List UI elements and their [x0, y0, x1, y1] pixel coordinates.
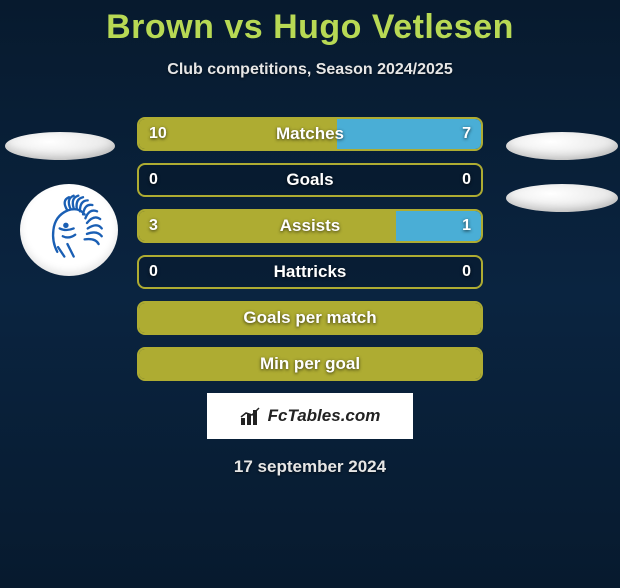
team-oval-top-left — [5, 132, 115, 160]
bar-label: Min per goal — [260, 354, 360, 374]
bar-row: Goals per match — [137, 301, 483, 335]
bar-value-right: 1 — [462, 217, 471, 235]
bar-fill-left — [139, 211, 396, 241]
team-oval-top-right — [506, 132, 618, 160]
bar-value-left: 3 — [149, 217, 158, 235]
bar-fill-right — [337, 119, 481, 149]
bar-label: Assists — [280, 216, 340, 236]
page-title: Brown vs Hugo Vetlesen — [0, 8, 620, 47]
team-oval-bottom-right — [506, 184, 618, 212]
bar-value-left: 0 — [149, 171, 158, 189]
indian-head-icon — [30, 191, 108, 269]
bar-value-left: 10 — [149, 125, 167, 143]
brand-text: FcTables.com — [268, 406, 381, 426]
bar-label: Goals — [286, 170, 333, 190]
team-logo-left — [20, 184, 118, 276]
bar-row: Matches 10 7 — [137, 117, 483, 151]
bar-row: Hattricks 0 0 — [137, 255, 483, 289]
bar-row: Goals 0 0 — [137, 163, 483, 197]
bar-value-left: 0 — [149, 263, 158, 281]
subtitle: Club competitions, Season 2024/2025 — [0, 61, 620, 79]
bar-value-right: 7 — [462, 125, 471, 143]
bar-row: Assists 3 1 — [137, 209, 483, 243]
date-text: 17 september 2024 — [0, 457, 620, 477]
bar-value-right: 0 — [462, 171, 471, 189]
comparison-bars: Matches107Goals00Assists31Hattricks00Goa… — [137, 117, 483, 381]
bar-value-right: 0 — [462, 263, 471, 281]
bar-label: Goals per match — [243, 308, 376, 328]
bar-label: Matches — [276, 124, 344, 144]
brand-box[interactable]: FcTables.com — [207, 393, 413, 439]
bar-label: Hattricks — [274, 262, 347, 282]
chart-icon — [240, 406, 262, 426]
bar-row: Min per goal — [137, 347, 483, 381]
